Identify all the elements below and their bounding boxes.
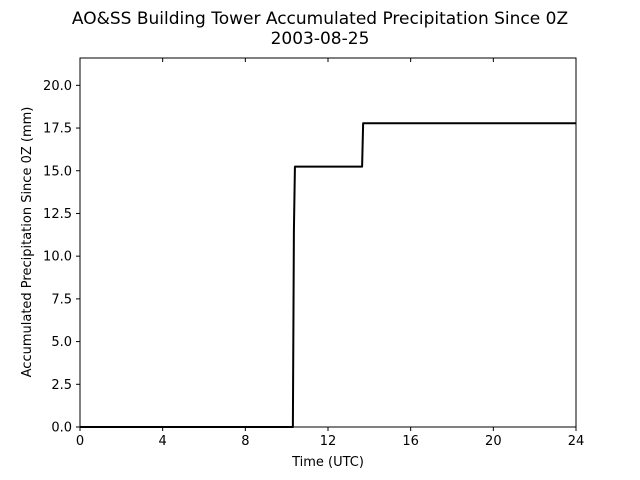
x-tick-label: 8 <box>241 434 249 449</box>
y-tick-label: 15.0 <box>43 164 72 179</box>
x-tick-label: 16 <box>402 434 419 449</box>
y-tick-label: 2.5 <box>51 378 72 393</box>
series-line-0 <box>80 122 576 428</box>
y-tick-label: 17.5 <box>43 122 72 137</box>
y-tick-label: 5.0 <box>51 335 72 350</box>
y-axis-label: Accumulated Precipitation Since 0Z (mm) <box>20 107 35 378</box>
x-tick-label: 12 <box>320 434 337 449</box>
x-tick-label: 20 <box>485 434 502 449</box>
y-tick-label: 20.0 <box>43 79 72 94</box>
y-tick-label: 7.5 <box>51 292 72 307</box>
y-tick-label: 12.5 <box>43 207 72 222</box>
chart-title: AO&SS Building Tower Accumulated Precipi… <box>72 9 568 29</box>
x-axis-label: Time (UTC) <box>291 455 364 470</box>
x-tick-label: 0 <box>76 434 84 449</box>
chart-subtitle: 2003-08-25 <box>271 29 370 49</box>
y-tick-label: 10.0 <box>43 250 72 265</box>
plot-area: 0 4 8 12 16 20 24 0.0 2.5 5.0 7.5 10.0 12.5 15.0 17.5 2… <box>43 57 585 449</box>
y-tick-label: 0.0 <box>51 421 72 436</box>
x-tick-label: 24 <box>568 434 585 449</box>
axes-frame <box>79 57 577 428</box>
x-tick-label: 4 <box>159 434 167 449</box>
